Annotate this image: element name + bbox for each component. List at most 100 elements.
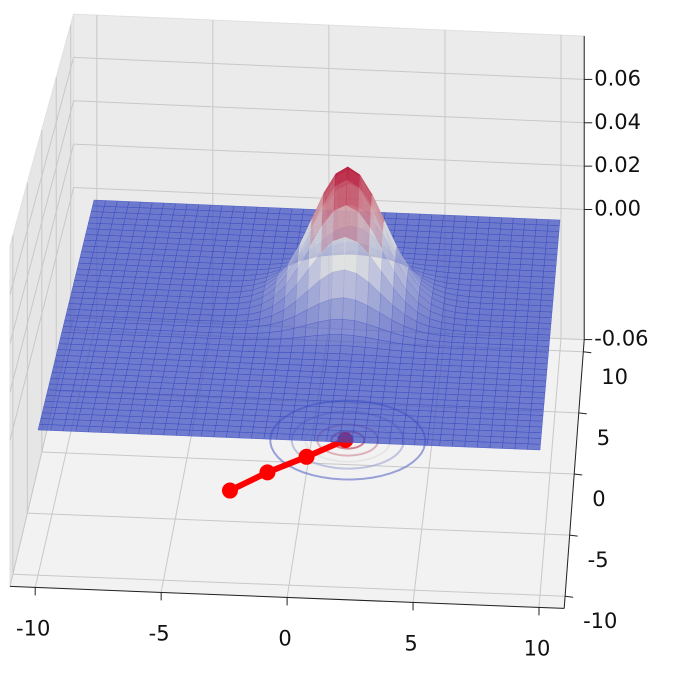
surface-patch [528, 426, 543, 434]
surface-patch [175, 429, 190, 437]
surface-patch [244, 206, 258, 213]
descent-path [228, 437, 347, 494]
surface-patch [277, 352, 292, 360]
surface-patch [541, 288, 555, 295]
surface-patch [326, 435, 341, 443]
surface-patch [200, 430, 216, 438]
surface-patch [110, 380, 125, 388]
surface-patch [252, 223, 266, 231]
surface-patch [393, 229, 407, 237]
surface-patch [162, 202, 176, 210]
surface-patch [312, 365, 327, 373]
surface-patch [93, 246, 107, 253]
surface-patch [484, 256, 498, 264]
surface-patch [500, 338, 514, 346]
surface-patch [477, 216, 491, 223]
surface-patch [62, 425, 78, 432]
surface-patch [261, 374, 276, 382]
surface-patch [317, 319, 331, 336]
surface-patch [545, 242, 559, 249]
surface-patch [532, 258, 545, 266]
surface-patch [179, 348, 194, 356]
surface-patch [156, 283, 171, 291]
surface-patch [94, 240, 109, 248]
surface-patch [64, 367, 79, 374]
surface-patch [491, 418, 506, 426]
surface-patch [241, 217, 256, 225]
surface-patch [463, 336, 478, 344]
surface-patch [449, 249, 463, 257]
surface-patch [97, 385, 112, 393]
surface-patch [215, 291, 230, 299]
surface-patch [174, 255, 189, 263]
surface-patch [110, 328, 125, 335]
surface-patch [429, 416, 444, 424]
surface-patch [231, 402, 246, 410]
surface-patch [88, 367, 103, 375]
surface-patch [286, 370, 301, 377]
surface-patch [227, 356, 242, 363]
surface-patch [87, 321, 102, 329]
surface-patch [219, 210, 233, 218]
surface-patch [333, 389, 348, 397]
surface-patch [230, 217, 244, 224]
surface-patch [452, 434, 467, 442]
surface-patch [542, 270, 556, 278]
surface-patch [496, 378, 510, 386]
surface-patch [54, 354, 69, 362]
surface-patch [149, 318, 164, 325]
surface-patch [392, 414, 406, 422]
surface-patch [465, 319, 479, 327]
surface-patch [547, 219, 561, 226]
surface-patch [444, 399, 458, 407]
path-point [259, 464, 276, 481]
surface-patch [528, 293, 542, 301]
surface-patch [166, 295, 180, 303]
surface-patch [416, 230, 430, 238]
surface-patch [262, 369, 277, 376]
surface-patch [223, 379, 238, 386]
surface-patch [518, 402, 532, 410]
surface-patch [189, 424, 204, 431]
surface-patch [260, 247, 274, 254]
surface-patch [412, 357, 426, 365]
surface-patch [424, 358, 438, 366]
surface-patch [118, 403, 133, 411]
surface-patch [75, 373, 90, 380]
surface-patch [478, 424, 493, 431]
surface-patch [510, 361, 524, 369]
surface-patch [174, 203, 188, 210]
surface-patch [89, 420, 104, 428]
surface-patch [252, 357, 266, 364]
surface-patch [51, 366, 66, 374]
surface-patch [533, 241, 547, 249]
surface-patch [283, 393, 297, 400]
surface-patch [213, 430, 228, 438]
surface-patch [196, 389, 211, 397]
surface-patch [433, 381, 448, 389]
surface-patch [492, 413, 507, 420]
surface-patch [486, 239, 500, 247]
surface-patch [92, 350, 107, 358]
surface-patch [503, 430, 517, 438]
surface-patch [241, 345, 256, 352]
surface-patch [176, 423, 192, 431]
surface-patch [405, 409, 420, 417]
surface-patch [95, 391, 111, 399]
surface-patch [314, 429, 329, 436]
surface-patch [76, 315, 91, 322]
surface-patch [321, 383, 336, 390]
surface-patch [104, 298, 119, 306]
surface-patch [173, 261, 188, 268]
surface-patch [420, 392, 434, 400]
surface-patch [472, 371, 486, 379]
surface-patch [40, 412, 55, 420]
surface-patch [503, 425, 518, 433]
surface-patch [96, 281, 111, 288]
surface-patch [475, 337, 490, 345]
surface-patch [248, 246, 262, 254]
surface-patch [196, 209, 210, 217]
surface-patch [95, 234, 110, 242]
surface-patch [200, 308, 214, 316]
surface-patch [176, 365, 191, 373]
